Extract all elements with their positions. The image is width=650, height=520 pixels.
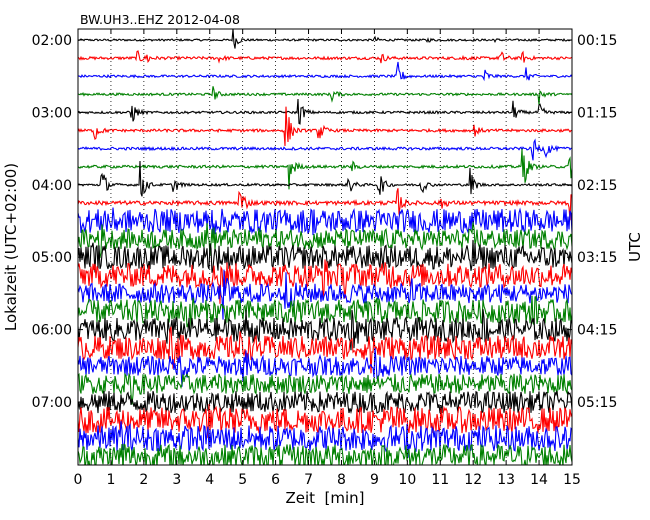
traces-layer <box>78 29 572 465</box>
trace-line-9 <box>78 188 572 221</box>
x-tick-label: 12 <box>464 472 482 488</box>
x-tick-label: 9 <box>370 472 379 488</box>
trace-line-10 <box>78 207 572 236</box>
x-tick-label: 5 <box>238 472 247 488</box>
trace-line-18 <box>78 347 572 387</box>
trace-line-7 <box>78 148 572 190</box>
trace-line-12 <box>78 239 572 273</box>
x-tick-label: 11 <box>431 472 449 488</box>
x-tick-label: 7 <box>304 472 313 488</box>
trace-line-23 <box>78 443 572 465</box>
right-tick-label: 00:15 <box>577 33 617 49</box>
trace-line-19 <box>78 372 572 405</box>
trace-line-0 <box>78 29 572 49</box>
right-utc-axis: 00:15 01:15 02:15 03:15 04:15 05:15 <box>567 33 617 411</box>
x-tick-label: 3 <box>172 472 181 488</box>
trace-line-8 <box>78 160 572 197</box>
trace-line-16 <box>78 309 572 351</box>
x-tick-label: 2 <box>139 472 148 488</box>
grid-layer <box>110 29 540 465</box>
x-tick-label: 6 <box>271 472 280 488</box>
right-tick-label: 04:15 <box>577 323 617 339</box>
trace-line-13 <box>78 259 572 304</box>
left-tick-label: 03:00 <box>32 105 72 121</box>
x-tick-label: 4 <box>205 472 214 488</box>
right-tick-label: 02:15 <box>577 178 617 194</box>
left-tick-label: 04:00 <box>32 178 72 194</box>
left-tick-label: 07:00 <box>32 395 72 411</box>
x-tick-label: 8 <box>337 472 346 488</box>
trace-line-20 <box>78 390 572 415</box>
right-tick-label: 03:15 <box>577 250 617 266</box>
left-time-axis: 02:00 03:00 04:00 05:00 06:00 07:00 <box>32 33 83 411</box>
trace-line-15 <box>78 295 572 329</box>
y-axis-title-left: Lokalzeit (UTC+02:00) <box>2 163 20 331</box>
trace-line-14 <box>78 269 572 320</box>
trace-line-4 <box>78 98 572 125</box>
x-axis-title: Zeit [min] <box>285 489 364 507</box>
left-tick-label: 05:00 <box>32 250 72 266</box>
trace-line-1 <box>78 50 572 64</box>
trace-line-11 <box>78 222 572 258</box>
trace-line-6 <box>78 138 572 161</box>
right-tick-label: 05:15 <box>577 395 617 411</box>
trace-line-17 <box>78 326 572 374</box>
trace-line-22 <box>78 421 572 458</box>
x-tick-label: 15 <box>563 472 581 488</box>
x-tick-label: 14 <box>530 472 548 488</box>
x-tick-label: 13 <box>497 472 515 488</box>
trace-line-2 <box>78 61 572 82</box>
chart-title: BW.UH3..EHZ 2012-04-08 <box>80 12 240 27</box>
trace-line-3 <box>78 86 572 105</box>
x-tick-label: 10 <box>398 472 416 488</box>
left-tick-label: 06:00 <box>32 323 72 339</box>
left-tick-label: 02:00 <box>32 33 72 49</box>
right-tick-label: 01:15 <box>577 105 617 121</box>
y-axis-title-right: UTC <box>626 232 644 262</box>
x-tick-label: 1 <box>106 472 115 488</box>
x-axis: 0 1 2 3 4 5 6 7 8 9 10 11 12 13 14 15 <box>74 29 581 488</box>
trace-line-21 <box>78 404 572 439</box>
plot-frame <box>77 28 573 466</box>
x-tick-label: 0 <box>74 472 83 488</box>
trace-line-5 <box>78 106 572 147</box>
